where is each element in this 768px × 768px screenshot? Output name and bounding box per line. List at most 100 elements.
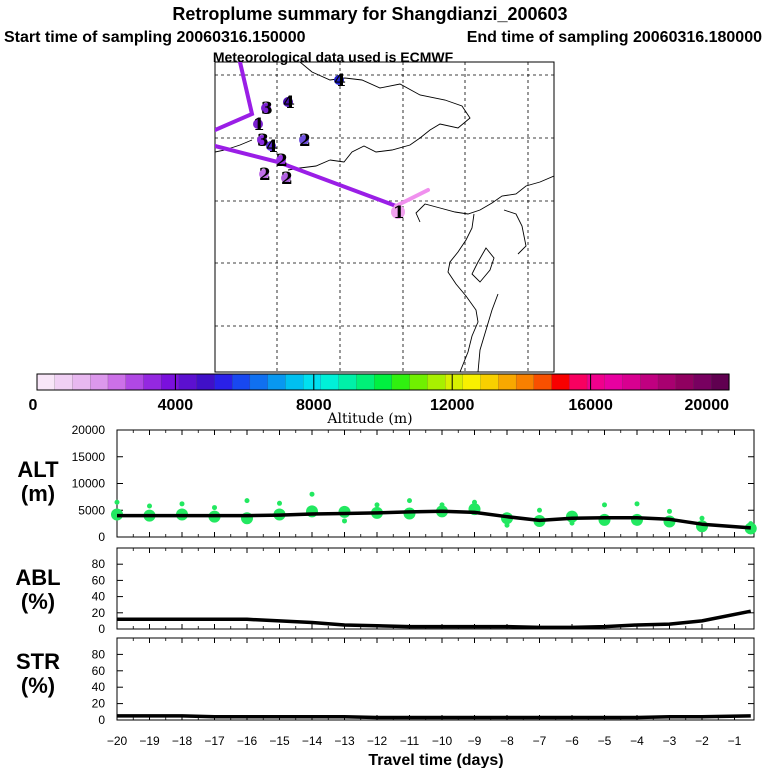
x-tick-label: −13 <box>334 734 355 748</box>
colorbar-cell <box>161 373 180 391</box>
colorbar-tick-label: 4000 <box>158 397 194 414</box>
alt-y-tick-label: 10000 <box>72 477 106 491</box>
x-tick-label: −6 <box>565 734 579 748</box>
figure-title: Retroplume summary for Shangdianzi_20060… <box>172 4 567 24</box>
map-marker-label: 4 <box>283 93 295 113</box>
x-tick-label: −1 <box>728 734 742 748</box>
map-marker-dot <box>276 155 286 165</box>
map-marker-dot <box>257 135 267 145</box>
x-tick-label: −2 <box>695 734 709 748</box>
coastline <box>503 209 527 255</box>
colorbar-tick-label: 20000 <box>685 397 730 414</box>
colorbar-cell <box>214 373 233 391</box>
colorbar-cell <box>338 373 357 391</box>
colorbar-cell <box>196 373 216 391</box>
map-marker: 4 <box>266 137 278 157</box>
abl-panel-unit: (%) <box>21 589 55 614</box>
map-marker-label: 2 <box>276 151 288 171</box>
abl-y-tick-label: 20 <box>92 606 106 620</box>
x-tick-label: −14 <box>302 734 323 748</box>
x-axis-label: Travel time (days) <box>368 752 503 768</box>
alt-y-tick-label: 20000 <box>72 423 106 437</box>
map-marker-dot <box>299 135 309 145</box>
colorbar-cell <box>498 373 517 391</box>
colorbar-cells <box>36 373 730 391</box>
alt-cloud-point <box>667 508 672 514</box>
str-y-tick-label: 80 <box>92 647 106 661</box>
map-marker-label: 4 <box>266 137 278 157</box>
x-tick-label: −18 <box>172 734 193 748</box>
colorbar-cell <box>303 373 322 391</box>
alt-cloud-point <box>407 498 412 504</box>
alt-cloud-point <box>179 501 185 507</box>
x-tick-label: −17 <box>204 734 225 748</box>
alt-cloud-point <box>114 499 120 505</box>
colorbar-cell <box>533 373 553 391</box>
str-y-tick-label: 60 <box>92 664 106 678</box>
str-panel-frame <box>116 637 755 721</box>
x-tick-label: −9 <box>468 734 482 748</box>
map-marker: 2 <box>276 151 288 171</box>
colorbar-cell <box>36 373 56 391</box>
colorbar-cell <box>249 373 269 391</box>
str-panel: 0 20 40 60 80 <box>92 637 755 727</box>
abl-panel-label: ABL <box>15 565 60 590</box>
str-y-tick-label: 0 <box>98 713 105 727</box>
alt-cloud-point <box>537 507 542 513</box>
str-series-line <box>117 714 751 720</box>
str-panel-label: STR <box>16 649 60 674</box>
map-marker-dot <box>253 119 263 129</box>
alt-cloud-point <box>634 501 640 507</box>
x-axis-ticks: −20 −19 −18 −17 −16 −15 −14 −13 −12 −11 −10 −9 −8 −7 −… <box>107 734 742 748</box>
alt-cloud-point <box>309 491 315 497</box>
colorbar-cell <box>178 373 198 391</box>
colorbar-ticks: 0 4000 8000 12000 16000 20000 <box>29 374 730 414</box>
colorbar-cell <box>90 373 109 391</box>
colorbar-cell <box>54 373 74 391</box>
colorbar-cell <box>285 373 304 391</box>
abl-y-tick-label: 80 <box>92 557 106 571</box>
colorbar-cell <box>693 373 712 391</box>
coastline <box>215 139 253 153</box>
colorbar-cell <box>640 373 659 391</box>
alt-cloud-point <box>598 513 611 526</box>
met-data-note: Meteorological data used is ECMWF <box>213 49 454 65</box>
colorbar-cell <box>72 373 91 391</box>
map-marker: 3 <box>257 131 269 151</box>
coastline <box>299 62 471 163</box>
alt-cloud-point <box>439 502 445 508</box>
map-marker-label: 3 <box>261 99 273 119</box>
colorbar-cell <box>125 373 145 391</box>
trajectory-segment <box>394 188 430 208</box>
map-marker-label: 1 <box>393 203 405 223</box>
alt-cloud-point <box>631 513 643 526</box>
map-marker-dot <box>283 97 293 107</box>
alt-series-line <box>117 509 751 530</box>
abl-y-tick-label: 40 <box>92 590 106 604</box>
map-marker-label: 1 <box>253 115 265 135</box>
abl-panel: 0 20 40 60 80 <box>92 547 755 636</box>
alt-y-tick-label: 5000 <box>78 503 105 517</box>
map-marker-dot <box>259 169 269 179</box>
colorbar-cell <box>356 373 375 391</box>
abl-y-tick-label: 60 <box>92 573 106 587</box>
abl-y-tick-label: 0 <box>98 622 105 636</box>
colorbar-cell <box>320 373 340 391</box>
alt-y-tick-label: 15000 <box>72 450 106 464</box>
colorbar-tick-label: 0 <box>29 397 38 414</box>
map-coastlines <box>215 62 554 372</box>
map-marker: 3 <box>261 99 273 119</box>
x-tick-label: −19 <box>139 734 160 748</box>
x-tick-label: −20 <box>107 734 128 748</box>
x-tick-label: −8 <box>500 734 514 748</box>
time-series-panels: 0 5000 10000 15000 20000 0 20 40 60 80 0 20 40 60 80 <box>72 423 757 727</box>
map-marker-dot <box>391 205 405 219</box>
map-marker-label: 4 <box>334 71 346 91</box>
alt-cloud-point <box>569 520 575 526</box>
coastline <box>471 247 495 283</box>
coastline <box>415 175 554 223</box>
coastline <box>477 293 499 372</box>
